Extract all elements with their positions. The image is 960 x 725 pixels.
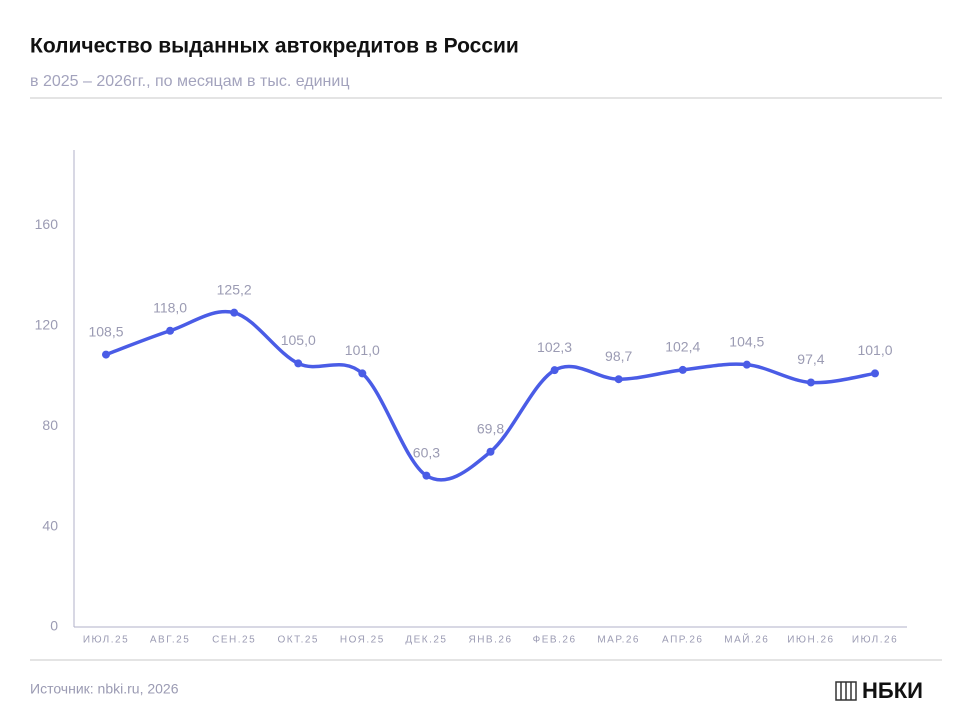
logo-icon <box>835 681 857 701</box>
y-tick-label: 0 <box>50 618 58 634</box>
x-tick-label: МАР.26 <box>597 635 640 646</box>
y-tick-label: 80 <box>42 417 58 433</box>
data-label: 98,7 <box>605 348 632 364</box>
x-tick-label: АПР.26 <box>662 635 703 646</box>
data-label: 101,0 <box>857 342 892 358</box>
x-tick-label: ИЮЛ.26 <box>852 635 898 646</box>
x-tick-label: ЯНВ.26 <box>468 635 512 646</box>
point <box>550 366 559 375</box>
point <box>102 350 110 359</box>
x-tick-label: ДЕК.25 <box>405 635 447 646</box>
point <box>742 360 751 369</box>
data-label: 60,3 <box>413 444 440 460</box>
data-label: 102,4 <box>665 339 700 355</box>
data-label: 102,3 <box>537 339 572 355</box>
data-label: 108,5 <box>88 323 123 339</box>
point <box>678 365 687 374</box>
data-label: 104,5 <box>729 333 764 349</box>
x-tick-label: СЕН.25 <box>212 635 256 646</box>
y-tick-label: 160 <box>35 216 59 232</box>
data-label: 125,2 <box>217 281 252 297</box>
point <box>358 369 367 378</box>
data-label: 69,8 <box>477 420 504 436</box>
data-label: 97,4 <box>797 351 824 367</box>
point <box>422 471 431 480</box>
point <box>486 447 495 456</box>
x-tick-label: НОЯ.25 <box>340 635 385 646</box>
x-tick-label: ФЕВ.26 <box>533 635 577 646</box>
data-label: 101,0 <box>345 342 380 358</box>
x-tick-label: ОКТ.25 <box>277 635 319 646</box>
chart-subtitle: в 2025 – 2026гг., по месяцам в тыс. един… <box>30 73 349 90</box>
y-tick-label: 120 <box>35 316 59 332</box>
chart-title: Количество выданных автокредитов в Росси… <box>30 35 519 58</box>
data-label: 105,0 <box>281 332 316 348</box>
point <box>230 308 239 317</box>
logo-text: НБКИ <box>862 678 923 703</box>
x-tick-label: ИЮЛ.25 <box>83 635 129 646</box>
x-tick-label: АВГ.25 <box>150 635 190 646</box>
point <box>806 378 815 387</box>
data-label: 118,0 <box>153 299 187 315</box>
y-tick-label: 40 <box>42 517 58 533</box>
point <box>871 369 879 378</box>
point <box>166 326 175 335</box>
x-tick-label: МАЙ.26 <box>724 633 769 646</box>
source: Источник: nbki.ru, 2026 <box>30 681 179 697</box>
x-tick-label: ИЮН.26 <box>787 635 834 646</box>
point <box>294 359 303 368</box>
point <box>614 375 623 384</box>
